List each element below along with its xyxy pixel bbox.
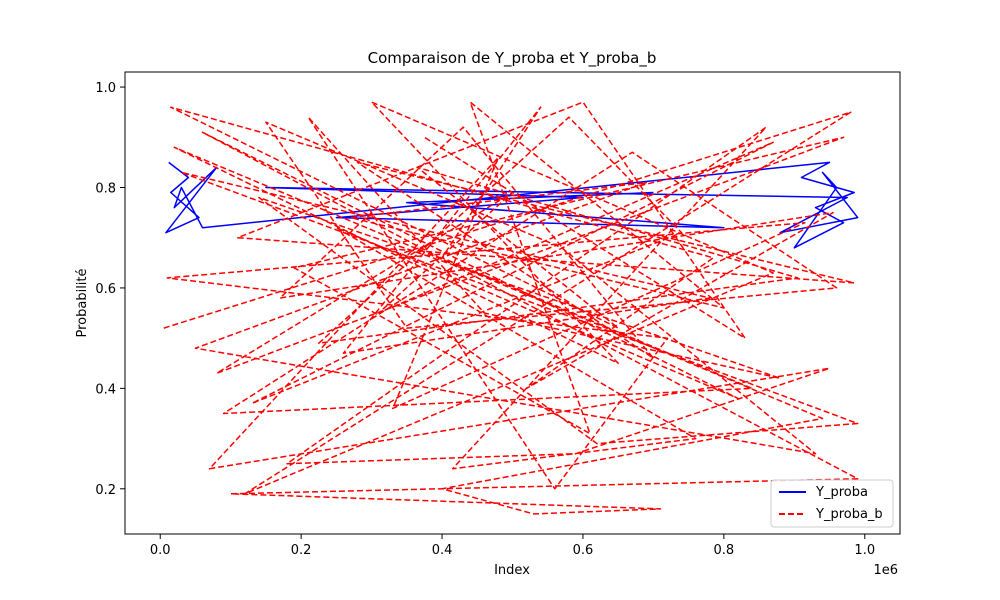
legend-label-y-proba-b: Y_proba_b — [815, 507, 883, 522]
x-tick-label: 0.6 — [573, 543, 594, 558]
y-tick-label: 1.0 — [95, 81, 116, 96]
x-axis-offset-label: 1e6 — [873, 563, 898, 578]
x-tick-label: 0.8 — [714, 543, 735, 558]
y-tick-label: 0.2 — [95, 483, 116, 498]
chart-title: Comparaison de Y_proba et Y_proba_b — [368, 49, 657, 68]
series-line-y-proba-b — [163, 101, 859, 515]
legend-label-y-proba: Y_proba — [815, 485, 868, 500]
y-tick-label: 0.8 — [95, 182, 116, 197]
plot-area — [124, 71, 901, 535]
x-axis-title: Index — [494, 563, 530, 578]
y-tick-label: 0.6 — [95, 282, 116, 297]
x-tick-label: 0.2 — [291, 543, 312, 558]
y-axis-title: Probabilité — [75, 268, 90, 337]
x-axis: 0.0 0.2 0.4 0.6 0.8 1.0 — [150, 534, 875, 558]
y-axis: 0.2 0.4 0.6 0.8 1.0 — [95, 81, 125, 498]
series-layer — [163, 101, 859, 515]
y-tick-label: 0.4 — [95, 382, 116, 397]
x-tick-label: 0.0 — [150, 543, 171, 558]
x-tick-label: 0.4 — [432, 543, 453, 558]
x-tick-label: 1.0 — [854, 543, 875, 558]
legend: Y_proba Y_proba_b — [770, 479, 894, 528]
